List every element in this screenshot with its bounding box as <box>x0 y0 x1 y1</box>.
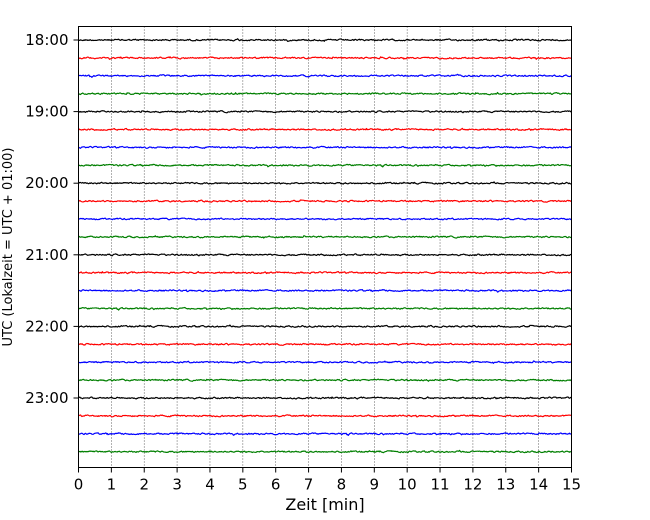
x-tick-label-13: 13 <box>496 476 515 494</box>
x-tick-label-14: 14 <box>529 476 548 494</box>
x-tick-label-4: 4 <box>205 476 215 494</box>
trace-20:00 <box>78 181 572 185</box>
x-axis-ticks: 0 1 2 3 4 5 6 7 8 9 10 11 12 13 14 15 <box>74 467 581 494</box>
trace-23:45 <box>78 449 572 454</box>
trace-18:45 <box>78 91 572 96</box>
trace-21:15 <box>78 270 572 275</box>
y-tick-label-23:00: 23:00 <box>25 389 68 407</box>
trace-19:45 <box>78 163 572 168</box>
trace-21:30 <box>78 288 572 293</box>
y-tick-label-22:00: 22:00 <box>25 317 68 335</box>
y-tick-label-18:00: 18:00 <box>25 31 68 49</box>
plot-frame <box>78 26 572 468</box>
x-tick-label-12: 12 <box>463 476 482 494</box>
trace-22:30 <box>78 360 572 364</box>
trace-22:00 <box>78 324 572 329</box>
x-tick-label-5: 5 <box>238 476 248 494</box>
trace-20:30 <box>78 217 572 221</box>
trace-18:30 <box>78 73 572 78</box>
trace-22:15 <box>78 342 572 346</box>
trace-18:00 <box>78 38 572 42</box>
trace-21:00 <box>78 253 572 257</box>
trace-23:00 <box>78 396 572 400</box>
x-tick-label-9: 9 <box>370 476 380 494</box>
x-tick-label-1: 1 <box>107 476 117 494</box>
seismogram-traces <box>78 38 572 454</box>
x-tick-label-2: 2 <box>139 476 149 494</box>
trace-21:45 <box>78 306 572 311</box>
trace-19:30 <box>78 145 572 150</box>
x-tick-label-8: 8 <box>337 476 347 494</box>
y-tick-label-20:00: 20:00 <box>25 174 68 192</box>
y-tick-label-19:00: 19:00 <box>25 103 68 121</box>
trace-19:00 <box>78 110 572 114</box>
y-axis-label: UTC (Lokalzeit = UTC + 01:00) <box>1 148 16 347</box>
trace-19:15 <box>78 127 572 132</box>
trace-20:15 <box>78 199 572 203</box>
x-tick-label-11: 11 <box>430 476 449 494</box>
y-tick-label-21:00: 21:00 <box>25 246 68 264</box>
x-tick-label-15: 15 <box>562 476 581 494</box>
x-tick-label-6: 6 <box>271 476 281 494</box>
trace-22:45 <box>78 378 572 382</box>
x-tick-label-0: 0 <box>74 476 84 494</box>
x-tick-label-7: 7 <box>304 476 314 494</box>
trace-18:15 <box>78 56 572 60</box>
trace-20:45 <box>78 235 572 239</box>
trace-23:30 <box>78 432 572 436</box>
trace-23:15 <box>78 414 572 418</box>
x-tick-label-3: 3 <box>172 476 182 494</box>
x-axis-label: Zeit [min] <box>285 495 364 514</box>
x-tick-label-10: 10 <box>398 476 417 494</box>
y-axis-ticks: 18:00 19:00 20:00 21:00 22:00 23:00 <box>25 31 79 407</box>
